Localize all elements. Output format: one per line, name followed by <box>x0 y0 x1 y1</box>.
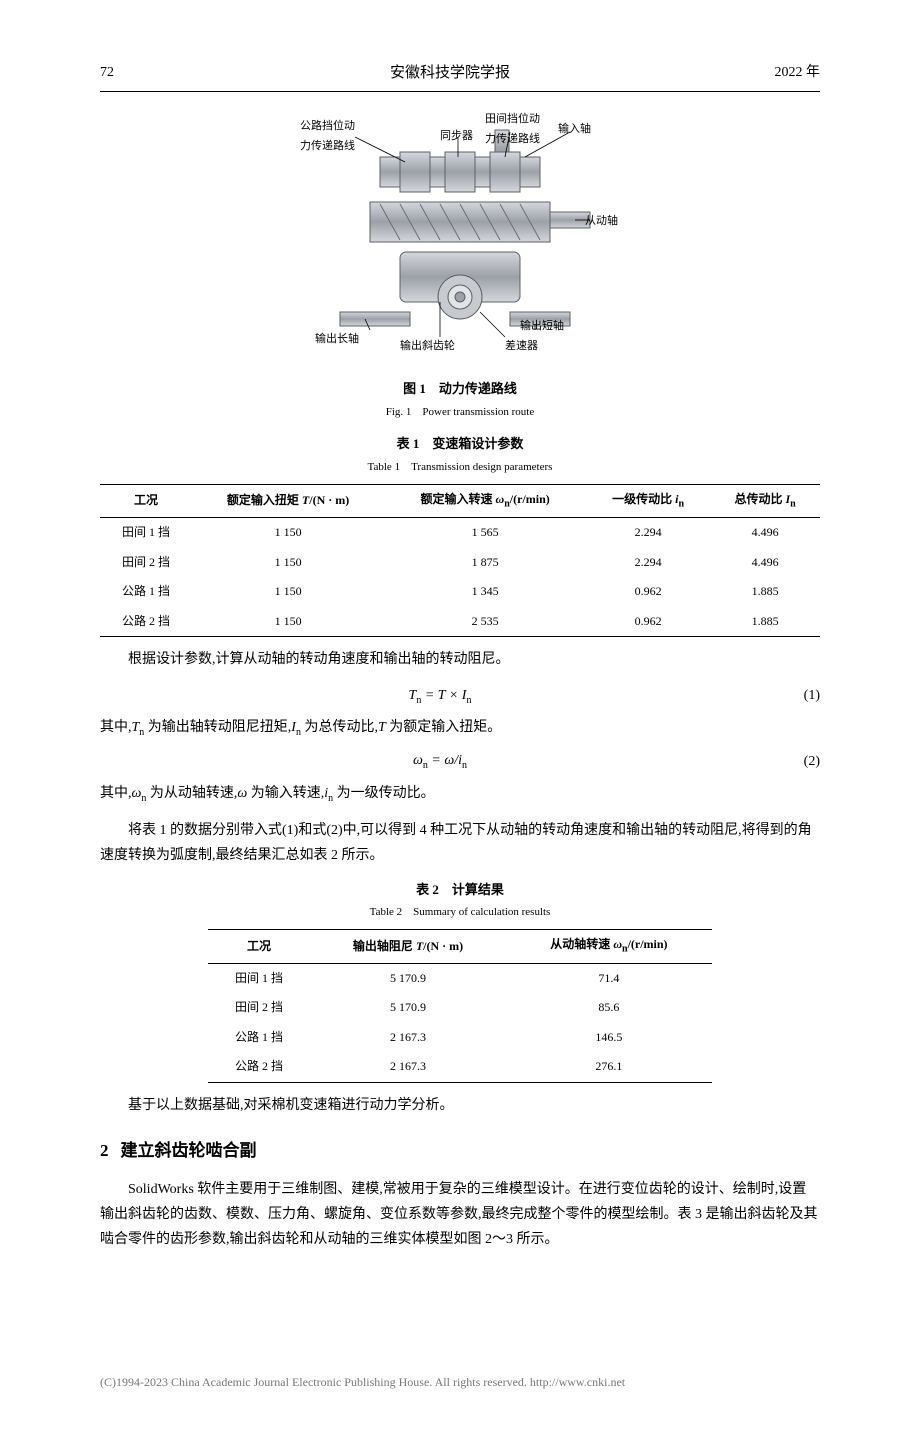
table-cell: 公路 2 挡 <box>208 1052 310 1082</box>
t2-h2: 从动轴转速 ωn/(r/min) <box>506 930 712 963</box>
table-cell: 2.294 <box>586 517 710 547</box>
table-row: 田间 1 挡5 170.971.4 <box>208 963 712 993</box>
table-cell: 2 167.3 <box>310 1052 506 1082</box>
table-cell: 1 150 <box>192 607 384 637</box>
table-cell: 田间 1 挡 <box>208 963 310 993</box>
table-row: 公路 1 挡1 1501 3450.9621.885 <box>100 577 820 607</box>
page-number: 72 <box>100 60 160 87</box>
table-cell: 71.4 <box>506 963 712 993</box>
equation-1: Tn = T × In (1) <box>100 683 820 710</box>
table-row: 田间 2 挡5 170.985.6 <box>208 993 712 1023</box>
table-cell: 0.962 <box>586 577 710 607</box>
table-cell: 田间 1 挡 <box>100 517 192 547</box>
page-header: 72 安徽科技学院学报 2022 年 <box>100 60 820 92</box>
table-cell: 0.962 <box>586 607 710 637</box>
section-2-number: 2 <box>100 1141 109 1160</box>
paragraph-5: 基于以上数据基础,对采棉机变速箱进行动力学分析。 <box>100 1093 820 1118</box>
table-cell: 2.294 <box>586 548 710 578</box>
t1-h3: 一级传动比 in <box>586 484 710 517</box>
paragraph-4: 将表 1 的数据分别带入式(1)和式(2)中,可以得到 4 种工况下从动轴的转动… <box>100 818 820 868</box>
table-row: 田间 2 挡1 1501 8752.2944.496 <box>100 548 820 578</box>
equation-2-number: (2) <box>780 749 820 774</box>
t1-h2: 额定输入转速 ωn/(r/min) <box>384 484 586 517</box>
table-row: 公路 2 挡2 167.3276.1 <box>208 1052 712 1082</box>
paragraph-1: 根据设计参数,计算从动轴的转动角速度和输出轴的转动阻尼。 <box>100 647 820 672</box>
label-out-long: 输出长轴 <box>315 330 359 350</box>
table-cell: 4.496 <box>710 548 820 578</box>
journal-title: 安徽科技学院学报 <box>160 60 740 87</box>
table-cell: 5 170.9 <box>310 963 506 993</box>
equation-2: ωn = ω/in (2) <box>100 748 820 775</box>
table-cell: 1.885 <box>710 607 820 637</box>
table-cell: 公路 1 挡 <box>100 577 192 607</box>
section-2-title: 建立斜齿轮啮合副 <box>121 1141 257 1160</box>
table-cell: 2 535 <box>384 607 586 637</box>
gearbox-diagram <box>310 112 610 362</box>
paragraph-2: 其中,Tn 为输出轴转动阻尼扭矩,In 为总传动比,T 为额定输入扭矩。 <box>100 715 820 742</box>
section-2-paragraph-1: SolidWorks 软件主要用于三维制图、建模,常被用于复杂的三维模型设计。在… <box>100 1177 820 1253</box>
figure-1-caption-cn: 图 1 动力传递路线 <box>100 377 820 400</box>
t2-h1: 输出轴阻尼 T/(N · m) <box>310 930 506 963</box>
table-2-caption-cn: 表 2 计算结果 <box>100 878 820 901</box>
label-input-shaft: 输入轴 <box>558 120 591 140</box>
table-cell: 1 150 <box>192 548 384 578</box>
table-cell: 146.5 <box>506 1023 712 1053</box>
table-1-caption-en: Table 1 Transmission design parameters <box>100 458 820 478</box>
table-cell: 田间 2 挡 <box>208 993 310 1023</box>
figure-1: 公路挡位动 力传递路线 同步器 田间挡位动 力传递路线 输入轴 从动轴 输出长轴… <box>310 112 610 362</box>
table-cell: 4.496 <box>710 517 820 547</box>
equation-1-body: Tn = T × In <box>100 683 780 710</box>
table-cell: 1.885 <box>710 577 820 607</box>
table-cell: 公路 1 挡 <box>208 1023 310 1053</box>
table-row: 公路 2 挡1 1502 5350.9621.885 <box>100 607 820 637</box>
label-diff: 差速器 <box>505 337 538 357</box>
table-2-header-row: 工况 输出轴阻尼 T/(N · m) 从动轴转速 ωn/(r/min) <box>208 930 712 963</box>
table-cell: 1 345 <box>384 577 586 607</box>
table-1: 工况 额定输入扭矩 T/(N · m) 额定输入转速 ωn/(r/min) 一级… <box>100 484 820 638</box>
table-cell: 85.6 <box>506 993 712 1023</box>
table-cell: 公路 2 挡 <box>100 607 192 637</box>
paragraph-3: 其中,ωn 为从动轴转速,ω 为输入转速,in 为一级传动比。 <box>100 781 820 808</box>
year: 2022 年 <box>740 60 820 87</box>
table-cell: 1 150 <box>192 517 384 547</box>
table-row: 田间 1 挡1 1501 5652.2944.496 <box>100 517 820 547</box>
label-out-short: 输出短轴 <box>520 317 564 337</box>
label-road-route: 公路挡位动 力传递路线 <box>300 117 355 157</box>
table-cell: 1 875 <box>384 548 586 578</box>
table-cell: 5 170.9 <box>310 993 506 1023</box>
table-2: 工况 输出轴阻尼 T/(N · m) 从动轴转速 ωn/(r/min) 田间 1… <box>208 929 712 1083</box>
table-row: 公路 1 挡2 167.3146.5 <box>208 1023 712 1053</box>
table-1-header-row: 工况 额定输入扭矩 T/(N · m) 额定输入转速 ωn/(r/min) 一级… <box>100 484 820 517</box>
label-field-route: 田间挡位动 力传递路线 <box>485 110 540 150</box>
t1-h4: 总传动比 In <box>710 484 820 517</box>
equation-2-body: ωn = ω/in <box>100 748 780 775</box>
figure-1-container: 公路挡位动 力传递路线 同步器 田间挡位动 力传递路线 输入轴 从动轴 输出长轴… <box>100 112 820 422</box>
table-cell: 276.1 <box>506 1052 712 1082</box>
page-footer: (C)1994-2023 China Academic Journal Elec… <box>100 1372 820 1394</box>
table-cell: 2 167.3 <box>310 1023 506 1053</box>
t1-h1: 额定输入扭矩 T/(N · m) <box>192 484 384 517</box>
label-sync: 同步器 <box>440 127 473 147</box>
t2-h0: 工况 <box>208 930 310 963</box>
section-2-heading: 2 建立斜齿轮啮合副 <box>100 1136 820 1167</box>
table-cell: 田间 2 挡 <box>100 548 192 578</box>
table-cell: 1 565 <box>384 517 586 547</box>
table-2-caption-en: Table 2 Summary of calculation results <box>100 903 820 923</box>
t1-h0: 工况 <box>100 484 192 517</box>
figure-1-caption-en: Fig. 1 Power transmission route <box>100 403 820 423</box>
label-out-helical: 输出斜齿轮 <box>400 337 455 357</box>
table-cell: 1 150 <box>192 577 384 607</box>
equation-1-number: (1) <box>780 683 820 708</box>
label-driven-shaft: 从动轴 <box>585 212 618 232</box>
table-1-caption-cn: 表 1 变速箱设计参数 <box>100 432 820 455</box>
